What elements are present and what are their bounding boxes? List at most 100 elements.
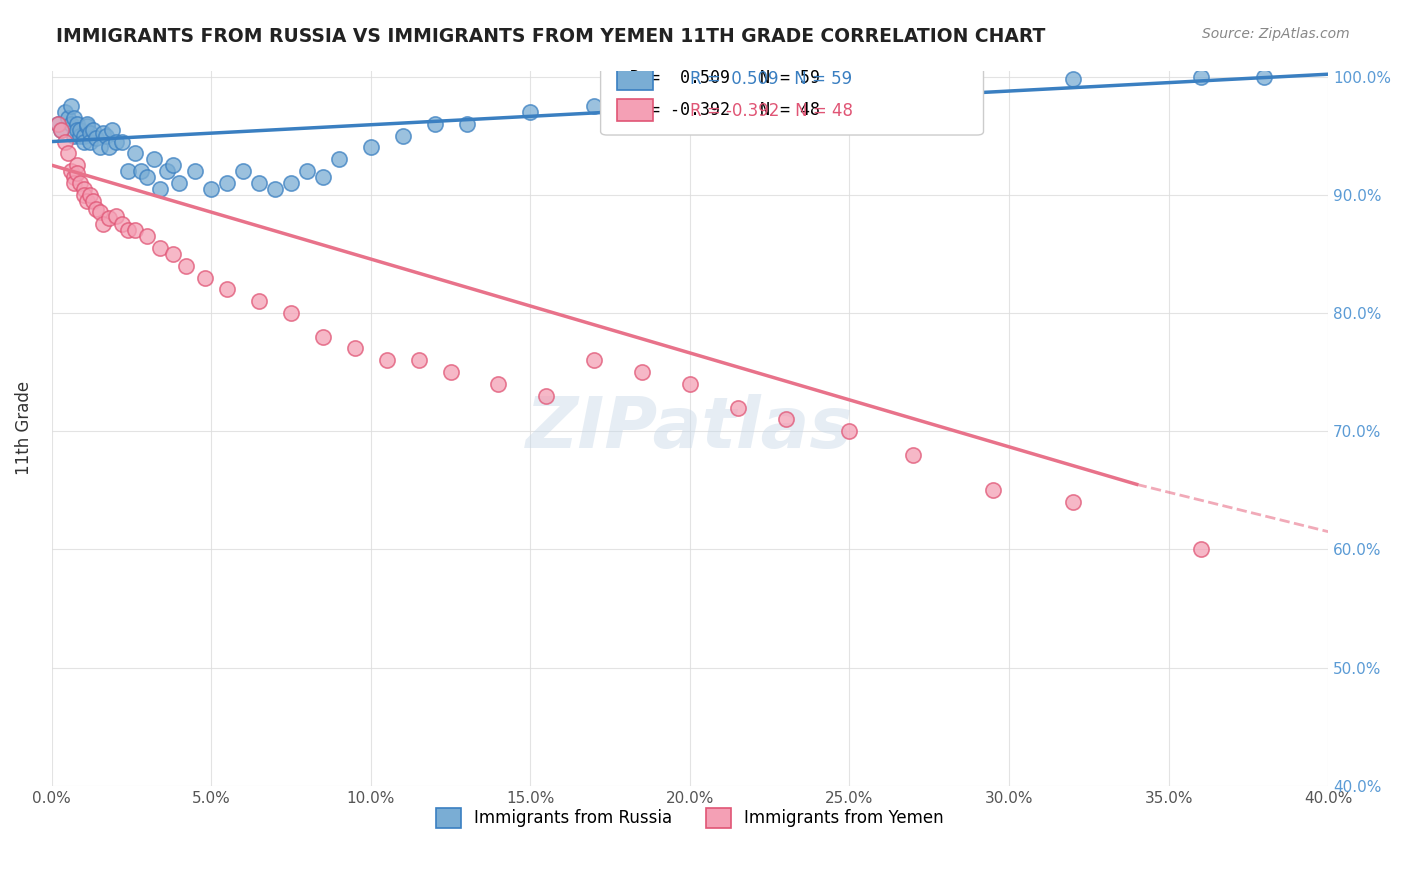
- Point: [838, 75, 860, 89]
- Point: [280, 306, 302, 320]
- Point: [934, 81, 956, 95]
- Point: [312, 329, 335, 343]
- Point: [408, 353, 430, 368]
- Point: [76, 194, 98, 208]
- Point: [247, 176, 270, 190]
- Point: [51, 122, 73, 136]
- Point: [82, 122, 104, 136]
- Point: [142, 153, 165, 167]
- Point: [117, 223, 139, 237]
- Point: [63, 176, 86, 190]
- Point: [280, 176, 302, 190]
- Point: [98, 211, 121, 226]
- Point: [124, 223, 146, 237]
- Point: [63, 169, 86, 184]
- Point: [73, 187, 96, 202]
- Point: [73, 128, 96, 143]
- Point: [536, 389, 558, 403]
- Point: [86, 202, 108, 216]
- Point: [63, 128, 86, 143]
- Point: [328, 153, 350, 167]
- Point: [838, 424, 860, 438]
- Point: [981, 483, 1004, 498]
- Point: [264, 182, 287, 196]
- Point: [631, 365, 654, 379]
- Point: [86, 131, 108, 145]
- Point: [59, 164, 82, 178]
- Point: [56, 146, 79, 161]
- Point: [66, 122, 89, 136]
- Point: [169, 176, 191, 190]
- Point: [73, 135, 96, 149]
- Point: [217, 282, 239, 296]
- Text: R = -0.392   N = 48: R = -0.392 N = 48: [690, 103, 853, 120]
- Point: [111, 217, 134, 231]
- FancyBboxPatch shape: [600, 56, 984, 135]
- Point: [66, 117, 89, 131]
- Point: [59, 117, 82, 131]
- Point: [129, 164, 152, 178]
- Point: [76, 117, 98, 131]
- Point: [742, 81, 765, 95]
- Point: [69, 122, 91, 136]
- Point: [66, 158, 89, 172]
- Text: ZIPatlas: ZIPatlas: [526, 393, 853, 463]
- Point: [775, 412, 797, 426]
- Point: [162, 158, 184, 172]
- Point: [184, 164, 207, 178]
- Point: [117, 164, 139, 178]
- Point: [51, 122, 73, 136]
- Legend: Immigrants from Russia, Immigrants from Yemen: Immigrants from Russia, Immigrants from …: [429, 801, 950, 835]
- Text: IMMIGRANTS FROM RUSSIA VS IMMIGRANTS FROM YEMEN 11TH GRADE CORRELATION CHART: IMMIGRANTS FROM RUSSIA VS IMMIGRANTS FRO…: [56, 27, 1046, 45]
- Point: [174, 259, 197, 273]
- Point: [91, 217, 114, 231]
- Point: [79, 187, 101, 202]
- Text: Source: ZipAtlas.com: Source: ZipAtlas.com: [1202, 27, 1350, 41]
- Point: [94, 128, 117, 143]
- Point: [1253, 70, 1275, 84]
- Point: [295, 164, 318, 178]
- Text: R =  0.509   N = 59: R = 0.509 N = 59: [620, 69, 820, 87]
- Text: R =  0.509   N = 59: R = 0.509 N = 59: [690, 70, 852, 87]
- Point: [73, 182, 96, 196]
- Point: [156, 164, 179, 178]
- Point: [1189, 542, 1212, 557]
- Point: [111, 135, 134, 149]
- Point: [488, 376, 510, 391]
- Point: [903, 448, 925, 462]
- Point: [217, 176, 239, 190]
- Point: [69, 128, 91, 143]
- Point: [200, 182, 222, 196]
- Point: [360, 140, 382, 154]
- Point: [69, 176, 91, 190]
- Point: [149, 182, 172, 196]
- Point: [89, 140, 111, 154]
- Point: [66, 166, 89, 180]
- Point: [343, 342, 366, 356]
- Point: [194, 270, 217, 285]
- Text: R = -0.392   N = 48: R = -0.392 N = 48: [620, 101, 820, 119]
- Point: [136, 169, 159, 184]
- Point: [1062, 495, 1084, 509]
- Point: [76, 119, 98, 133]
- Point: [104, 135, 127, 149]
- Point: [89, 205, 111, 219]
- Point: [1062, 71, 1084, 86]
- Point: [82, 194, 104, 208]
- Y-axis label: 11th Grade: 11th Grade: [15, 381, 32, 475]
- Point: [456, 117, 478, 131]
- Point: [679, 93, 702, 107]
- Point: [439, 365, 461, 379]
- FancyBboxPatch shape: [617, 98, 652, 121]
- Point: [56, 111, 79, 125]
- Point: [232, 164, 254, 178]
- Point: [727, 401, 749, 415]
- Point: [91, 126, 114, 140]
- FancyBboxPatch shape: [617, 67, 652, 90]
- Point: [79, 135, 101, 149]
- Point: [59, 99, 82, 113]
- Point: [1189, 70, 1212, 84]
- Point: [375, 353, 398, 368]
- Point: [149, 241, 172, 255]
- Point: [63, 111, 86, 125]
